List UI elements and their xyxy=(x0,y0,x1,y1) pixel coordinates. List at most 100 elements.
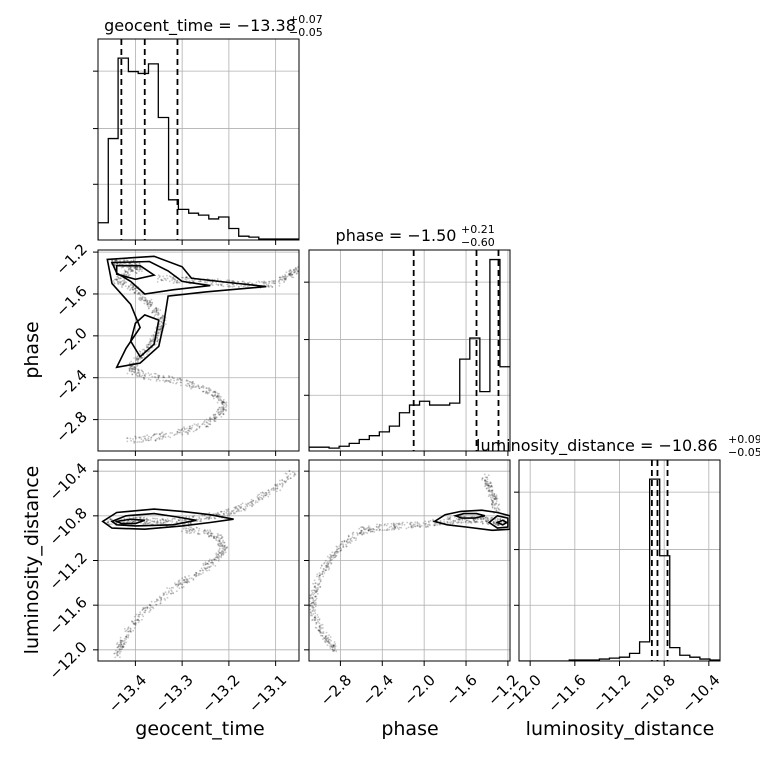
sample-point xyxy=(217,408,220,411)
sample-point xyxy=(332,645,335,648)
sample-point xyxy=(117,280,119,283)
sample-point xyxy=(130,269,133,272)
sample-point xyxy=(204,280,206,283)
sample-point xyxy=(138,350,141,352)
panel-luminosity-distance-luminosity-distance: −12.0 −11.6 −11.2 −10.8 −10.4 xyxy=(500,459,724,716)
sample-point xyxy=(134,266,137,269)
sample-point xyxy=(187,429,190,432)
sample-point xyxy=(178,281,181,284)
sample-point xyxy=(490,499,493,502)
sample-point xyxy=(369,527,371,530)
sample-point xyxy=(492,495,494,497)
sample-point xyxy=(327,565,330,568)
sample-point xyxy=(155,307,157,310)
sample-point xyxy=(221,403,224,406)
sample-point xyxy=(146,519,149,521)
sample-point xyxy=(206,391,209,394)
sample-point xyxy=(130,283,132,286)
sample-point xyxy=(312,606,315,609)
sample-point xyxy=(146,606,148,608)
sample-point xyxy=(127,520,130,522)
sample-point xyxy=(159,432,162,435)
sample-point xyxy=(217,534,220,536)
sample-point xyxy=(347,535,350,538)
sample-point xyxy=(219,413,221,416)
sample-point xyxy=(195,385,198,388)
sample-point xyxy=(497,507,500,510)
sample-point xyxy=(186,531,189,534)
sample-point xyxy=(202,384,204,387)
sample-point xyxy=(317,620,319,623)
sample-point xyxy=(176,282,179,284)
sample-point xyxy=(192,280,195,282)
sample-point xyxy=(133,442,136,444)
sample-point xyxy=(491,500,494,502)
sample-point xyxy=(460,522,463,524)
sample-point xyxy=(157,312,160,314)
sample-point xyxy=(488,489,490,492)
sample-point xyxy=(333,551,336,554)
sample-point xyxy=(468,520,470,523)
sample-point xyxy=(475,520,478,523)
sample-point xyxy=(133,262,136,265)
tick-label-y-phase: −2.0 xyxy=(52,324,90,362)
sample-point xyxy=(235,283,238,286)
sample-point xyxy=(494,498,496,501)
sample-point xyxy=(133,371,136,374)
sample-point xyxy=(185,581,188,584)
sample-point xyxy=(229,285,232,288)
sample-point xyxy=(217,553,220,556)
sample-point xyxy=(186,530,189,532)
sample-point xyxy=(481,522,484,525)
sample-point xyxy=(138,369,140,372)
sample-point xyxy=(149,608,152,611)
sample-point xyxy=(318,619,321,621)
sample-point xyxy=(215,553,218,556)
sample-point xyxy=(274,282,276,285)
tick-label-y-luminosity-distance: −11.6 xyxy=(46,593,91,638)
sample-point xyxy=(214,512,217,515)
sample-point xyxy=(490,485,492,488)
sample-point xyxy=(281,484,284,487)
sample-point xyxy=(397,523,400,525)
sample-point xyxy=(145,521,148,523)
sample-point xyxy=(133,366,136,368)
sample-point xyxy=(208,560,211,562)
sample-point xyxy=(198,572,201,575)
sample-point xyxy=(170,378,172,381)
sample-point xyxy=(178,587,181,590)
sample-point xyxy=(209,558,211,561)
sample-point xyxy=(328,560,331,563)
sample-point xyxy=(221,536,224,539)
sample-point xyxy=(281,275,284,277)
sample-point xyxy=(217,394,220,397)
sample-point xyxy=(109,523,111,526)
sample-point xyxy=(313,616,316,619)
sample-point xyxy=(214,558,217,561)
sample-point xyxy=(210,517,213,520)
sample-point xyxy=(124,271,127,274)
sample-point xyxy=(157,307,160,310)
sample-point xyxy=(283,480,285,482)
sample-point xyxy=(145,300,147,302)
sample-point xyxy=(497,518,500,521)
sample-point xyxy=(134,371,137,373)
sample-point xyxy=(148,374,151,377)
sample-point xyxy=(176,585,179,588)
sample-point xyxy=(148,349,151,352)
sample-point xyxy=(324,559,327,562)
sample-point xyxy=(206,421,209,424)
sample-point xyxy=(176,430,179,433)
sample-point xyxy=(138,375,141,377)
sample-point xyxy=(495,510,498,512)
sample-point xyxy=(226,546,229,548)
histogram-phase xyxy=(309,258,510,451)
sample-point xyxy=(257,280,260,283)
sample-point xyxy=(197,385,200,388)
sample-point xyxy=(192,384,195,387)
sample-point xyxy=(237,281,240,283)
sample-point xyxy=(115,522,118,524)
sample-point xyxy=(231,510,234,513)
sample-point xyxy=(228,285,231,287)
sample-point xyxy=(150,339,153,342)
